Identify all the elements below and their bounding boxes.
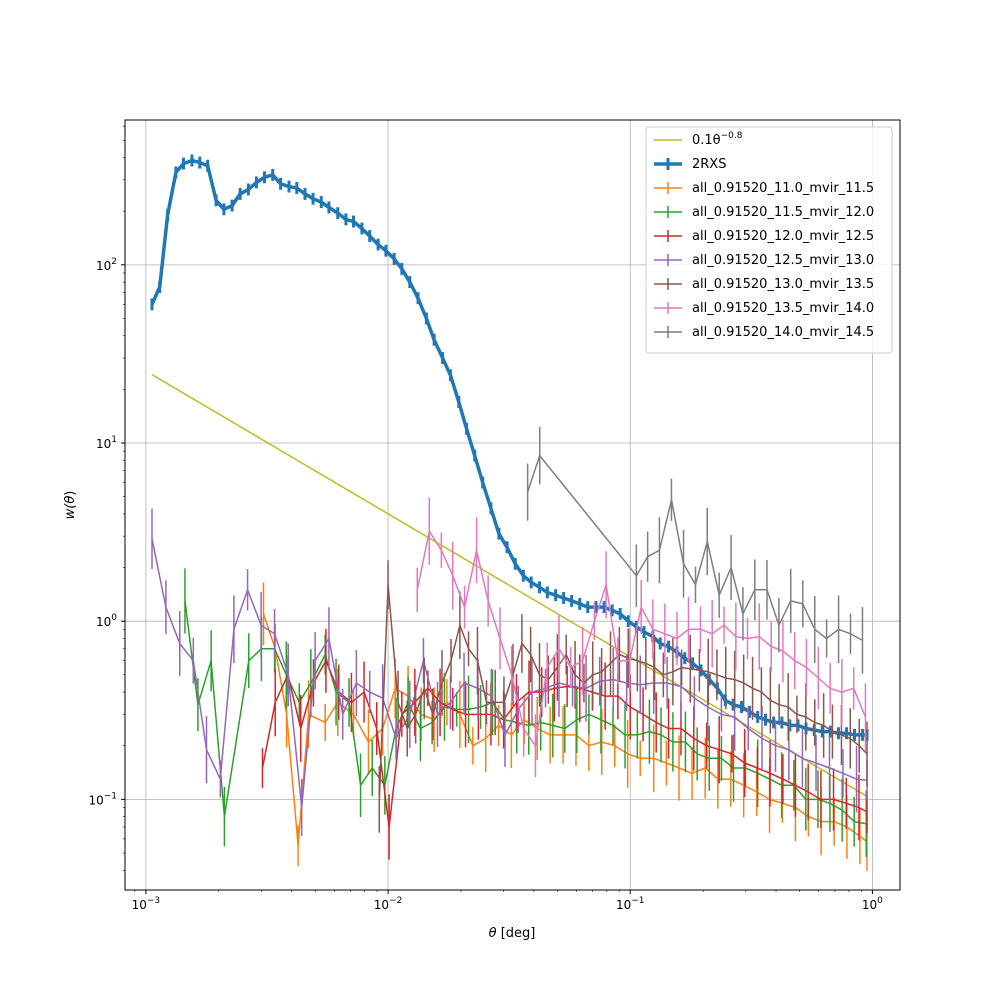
legend-label-powerlaw-exp: −0.8: [721, 131, 743, 141]
y-axis-label-symbol: θ: [63, 496, 78, 504]
series-6: [416, 497, 867, 778]
legend-label-powerlaw: 0.1θ−0.8: [692, 131, 743, 148]
y-tick-label: 10−1: [88, 791, 117, 807]
y-tick-label-base: 10: [96, 615, 111, 629]
legend-box: [645, 126, 893, 354]
legend-label: all_0.91520_12.0_mvir_12.5: [692, 229, 874, 244]
x-tick-label-base: 10: [862, 898, 877, 912]
series-line: [526, 454, 863, 642]
y-tick-label-base: 10: [96, 259, 111, 273]
legend-label-powerlaw-coef: 0.1θ: [692, 133, 721, 148]
x-tick-label: 10−1: [616, 896, 645, 912]
y-tick-label: 100: [96, 613, 117, 629]
legend-label: all_0.91520_14.0_mvir_14.5: [692, 325, 874, 340]
x-tick-label: 10−3: [132, 896, 161, 912]
y-tick-label-exponent: 0: [111, 613, 117, 623]
x-axis-label-symbol: θ: [489, 926, 497, 941]
y-tick-label: 101: [96, 435, 117, 451]
x-tick-label-exponent: −2: [389, 896, 402, 906]
x-tick-label-exponent: −3: [147, 896, 160, 906]
x-axis-label: θ [deg]: [489, 926, 536, 941]
series-7: [526, 426, 864, 674]
x-tick-label-base: 10: [132, 898, 147, 912]
y-tick-label-base: 10: [96, 437, 111, 451]
y-tick-label-exponent: 2: [111, 257, 117, 267]
y-tick-label-base: 10: [88, 793, 103, 807]
x-tick-label: 10−2: [374, 896, 403, 912]
series-line: [151, 538, 868, 809]
y-axis-label-suffix: ): [63, 491, 78, 496]
series-line: [150, 158, 867, 737]
y-axis-label-prefix: w(: [63, 503, 78, 520]
x-tick-label-exponent: −1: [631, 896, 644, 906]
legend-label: all_0.91520_13.5_mvir_14.0: [692, 301, 874, 316]
series-line: [378, 584, 868, 800]
x-axis-ticks: 10−3 10−2 10−1 100: [132, 890, 883, 912]
legend-label: all_0.91520_13.0_mvir_13.5: [692, 277, 874, 292]
x-tick-label-base: 10: [374, 898, 389, 912]
x-tick-label-base: 10: [616, 898, 631, 912]
x-axis-label-unit: [deg]: [497, 926, 536, 941]
series-line: [262, 613, 868, 847]
y-axis-label: w(θ): [63, 491, 78, 520]
axes-frame: [124, 119, 901, 891]
x-tick-label: 100: [862, 896, 883, 912]
y-tick-label: 102: [96, 257, 117, 273]
legend-label: 2RXS: [692, 157, 726, 172]
legend-label: all_0.91520_11.5_mvir_12.0: [692, 205, 874, 220]
plot-content: [150, 154, 869, 871]
series-5: [378, 560, 868, 833]
y-tick-label-exponent: −1: [104, 791, 117, 801]
legend: 0.1θ−0.8 2RXS all_0.91520_11.0_mvir_11.5al…: [645, 126, 893, 354]
y-tick-label-exponent: 1: [111, 435, 117, 445]
plot-area: [150, 154, 869, 871]
x-tick-label-exponent: 0: [877, 896, 883, 906]
legend-label: all_0.91520_12.5_mvir_13.0: [692, 253, 874, 268]
legend-label: all_0.91520_11.0_mvir_11.5: [692, 181, 874, 196]
